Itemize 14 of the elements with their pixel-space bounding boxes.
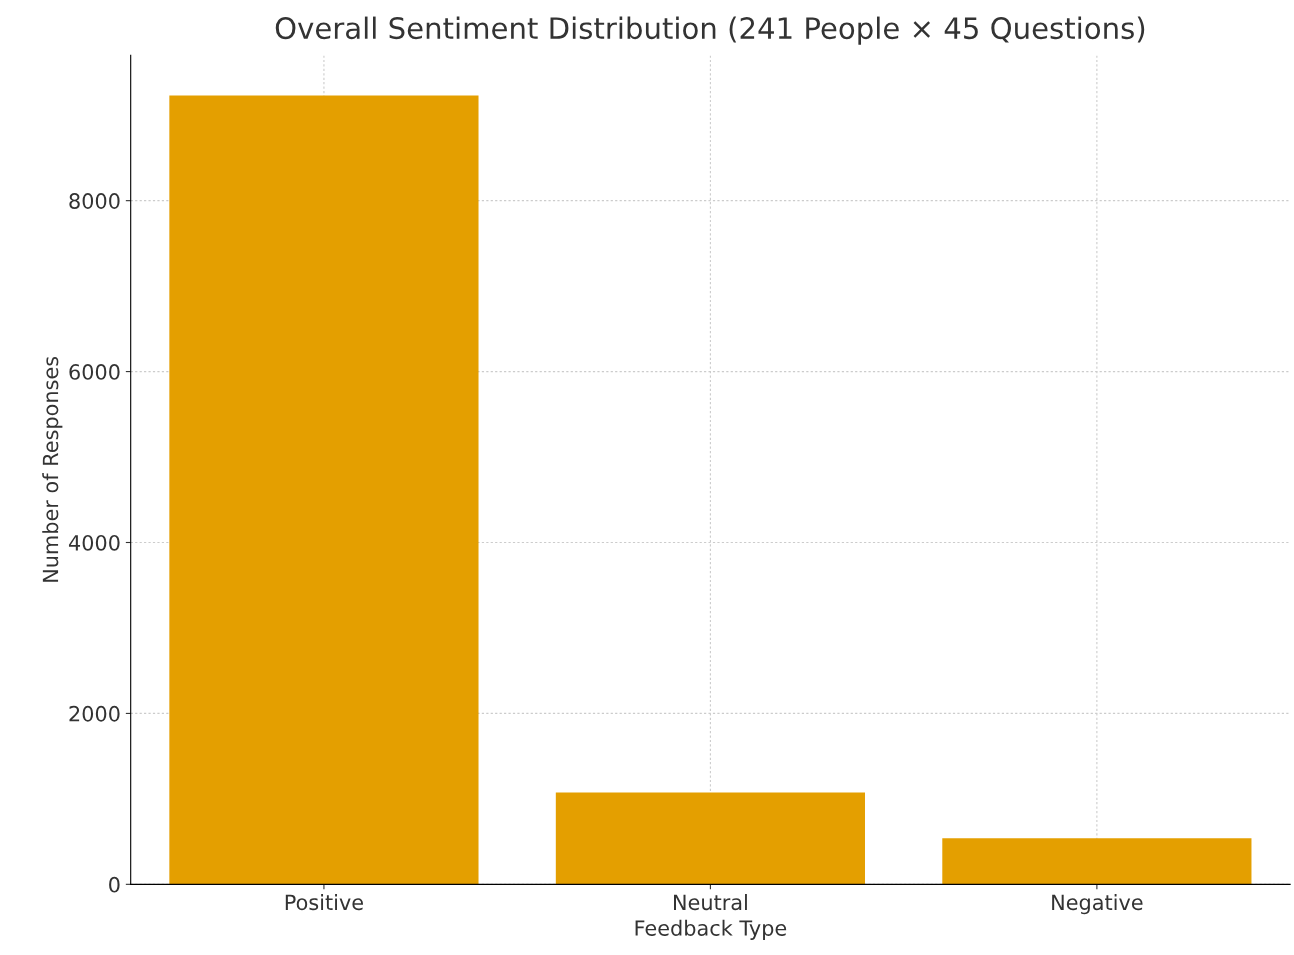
x-tick-label: Negative	[1052, 894, 1143, 915]
bar	[942, 838, 1252, 885]
bar	[555, 792, 865, 885]
bar	[169, 95, 479, 885]
x-axis-title: Feedback Type	[635, 919, 787, 940]
chart-title: Overall Sentiment Distribution (241 People × 45 Questions)	[275, 16, 1145, 45]
y-tick-label: 6000	[69, 364, 120, 380]
y-tick-label: 2000	[69, 705, 120, 722]
y-tick-label: 8000	[69, 193, 120, 209]
y-axis-title: Number of Responses	[42, 356, 63, 582]
x-tick-label: Neutral	[674, 894, 747, 911]
y-tick-label: 4000	[68, 534, 120, 551]
y-tick-label: 0	[109, 876, 120, 893]
x-tick-label: Positive	[285, 894, 363, 911]
